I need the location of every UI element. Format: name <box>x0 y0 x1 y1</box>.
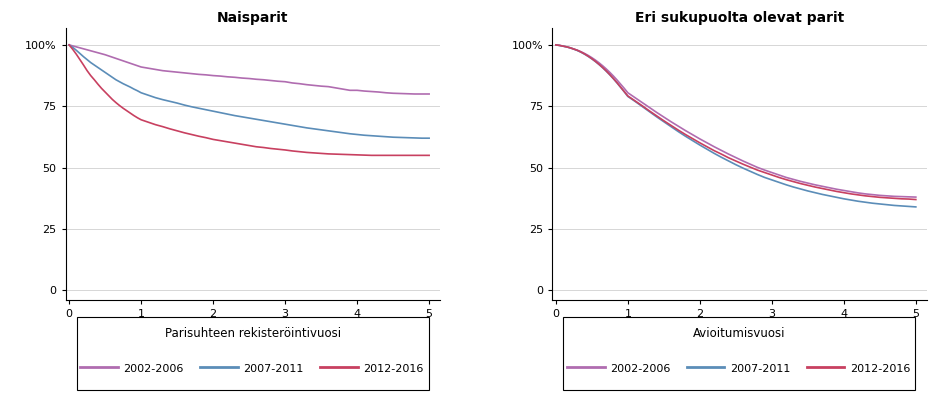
Text: Avioitumisvuosi: Avioitumisvuosi <box>694 327 785 340</box>
Text: 2002-2006: 2002-2006 <box>610 364 671 374</box>
Text: 2002-2006: 2002-2006 <box>124 364 184 374</box>
Text: Parisuhteen rekisteröintivuosi: Parisuhteen rekisteröintivuosi <box>165 327 341 340</box>
Text: 2007-2011: 2007-2011 <box>243 364 304 374</box>
Text: 2012-2016: 2012-2016 <box>363 364 424 374</box>
X-axis label: Seuranta-aika (vuosia): Seuranta-aika (vuosia) <box>676 325 803 335</box>
Title: Naisparit: Naisparit <box>217 11 288 25</box>
X-axis label: Seuranta-aika (vuosia): Seuranta-aika (vuosia) <box>189 325 316 335</box>
Title: Eri sukupuolta olevat parit: Eri sukupuolta olevat parit <box>635 11 844 25</box>
Text: 2012-2016: 2012-2016 <box>850 364 911 374</box>
Text: 2007-2011: 2007-2011 <box>730 364 791 374</box>
